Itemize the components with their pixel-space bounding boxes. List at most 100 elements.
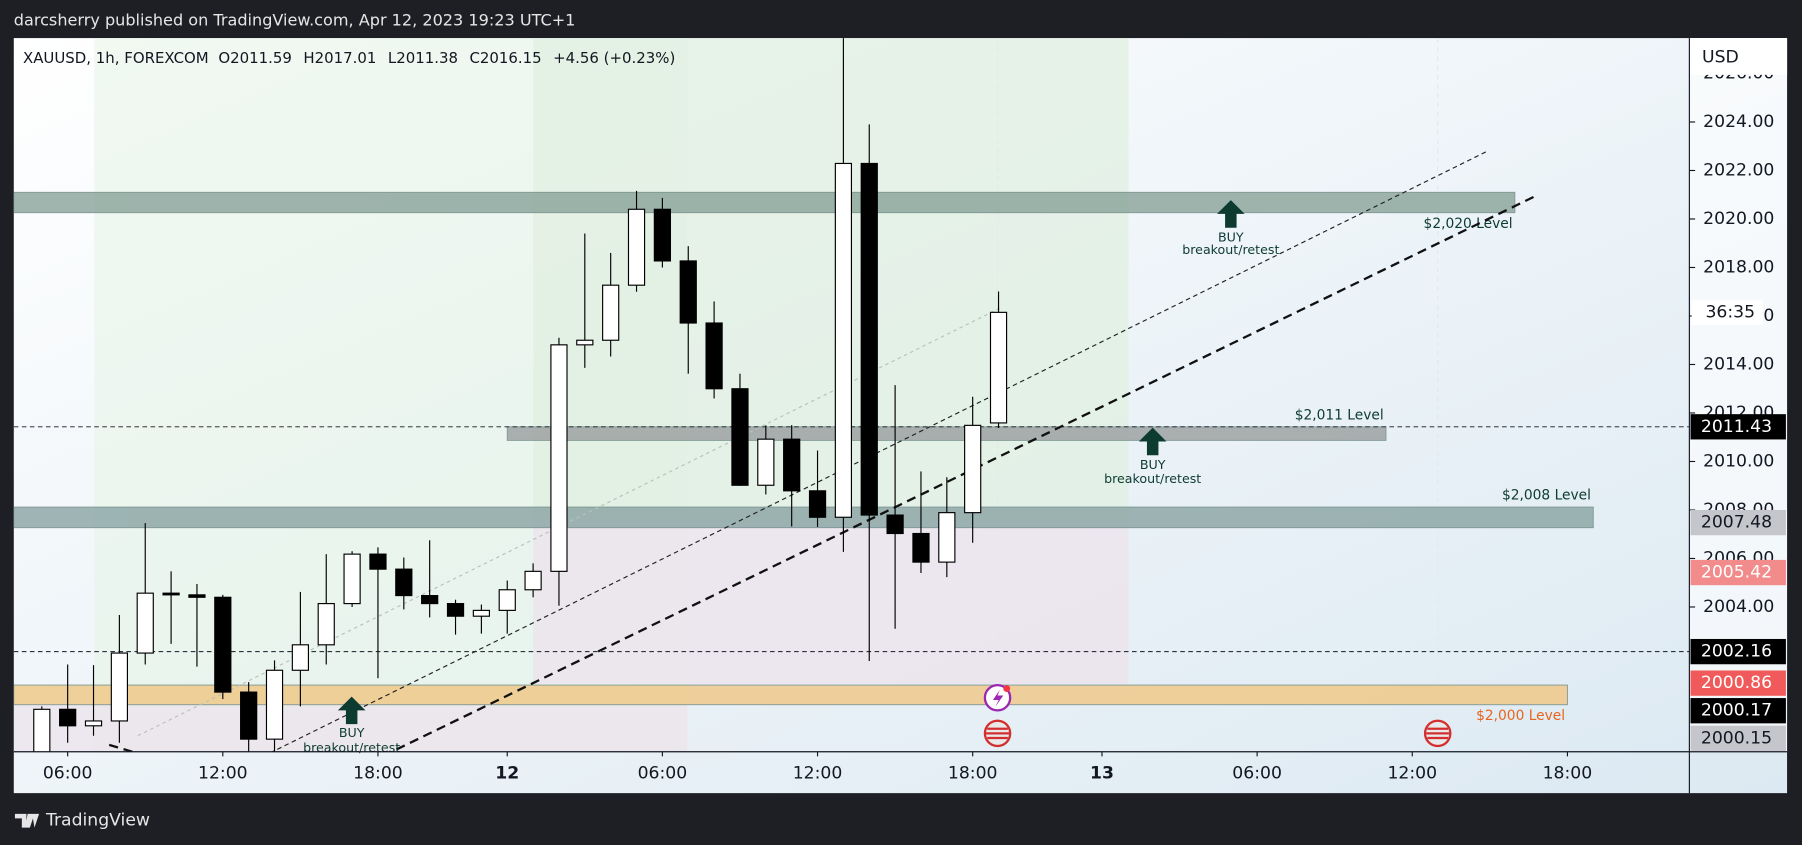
buy-text: breakout/retest [1104, 471, 1201, 486]
price-label: 2007.48 [1701, 513, 1772, 533]
price-label-box [1690, 698, 1786, 724]
ohlc-text: L2011.38 [388, 49, 458, 67]
brand-name: TradingView [45, 811, 150, 831]
candle-body [188, 594, 206, 598]
candle-body [343, 553, 361, 605]
event-icons[interactable] [983, 683, 1452, 748]
candle-body [808, 490, 827, 518]
candle-body [265, 669, 284, 740]
x-tick-label: 18:00 [353, 764, 403, 784]
level-label: $2,008 Level [1502, 488, 1591, 504]
y-tick-label: 2024.00 [1703, 112, 1774, 132]
price-label-box [1690, 670, 1786, 696]
buy-title: BUY [1140, 457, 1166, 472]
buy-title: BUY [1218, 230, 1244, 245]
ohlc-text: H2017.01 [303, 49, 376, 67]
y-tick-label: 2010.00 [1703, 451, 1774, 471]
backgrounds [13, 38, 1439, 752]
event-dot [1003, 685, 1011, 692]
candle-body [162, 592, 180, 596]
candle-body [59, 708, 77, 727]
candle-body [498, 589, 516, 611]
y-tick-label: 2022.00 [1703, 160, 1774, 180]
candle-body [136, 592, 154, 654]
candle-body [705, 322, 723, 390]
price-label-box [1690, 559, 1786, 586]
symbol-text: XAUUSD, 1h, FOREXCOM [23, 49, 209, 67]
price-label: 2000.17 [1701, 701, 1772, 721]
brand[interactable]: TradingView [14, 811, 150, 831]
candle-body [369, 553, 387, 570]
x-tick-label: 06:00 [638, 764, 688, 784]
candle-body [110, 652, 128, 722]
price-label-box [1690, 725, 1786, 751]
candle-body [33, 708, 51, 752]
event-icon-glyph [986, 727, 1010, 740]
countdown: 36:35 [1705, 302, 1755, 322]
candle-body [860, 162, 878, 516]
candle-body [395, 568, 413, 597]
zones: $2,020 Level $2,011 Level $2,008 Level $2,0… [13, 191, 1690, 724]
y-tick-label: 2018.00 [1703, 257, 1774, 277]
price-axis [1689, 38, 1788, 752]
buy-annotations: BUY breakout/retest BUY breakout/retest … [303, 200, 1279, 755]
x-tick-label: 18:00 [1543, 764, 1593, 784]
candle-body [576, 339, 594, 346]
candle-body [783, 438, 801, 492]
ohlc-text: +4.56 (+0.23%) [553, 49, 675, 67]
candle-body [964, 424, 982, 514]
x-tick-label: 12 [495, 764, 519, 784]
level-zone [13, 506, 1594, 529]
candle-body [834, 162, 853, 518]
candle-body [446, 603, 465, 617]
price-label: 2002.16 [1701, 642, 1772, 662]
currency-label: USD [1702, 48, 1739, 68]
y-tick-label: 2020.00 [1703, 209, 1774, 229]
candle-body [912, 532, 930, 563]
currency-box[interactable] [1689, 38, 1788, 75]
candle-body [291, 644, 310, 671]
buy-arrow [1138, 427, 1167, 456]
buy-arrow [1217, 200, 1245, 228]
candle-body [550, 344, 568, 572]
x-tick-label: 18:00 [948, 764, 998, 784]
candle-body [679, 260, 697, 324]
candle-body [731, 388, 749, 486]
candle-body [938, 512, 956, 563]
candle-body [317, 603, 335, 646]
candle-body [653, 208, 672, 262]
price-label-box [1690, 414, 1786, 440]
price-label: 2005.42 [1701, 563, 1772, 583]
event-icon-glyph [1426, 727, 1450, 740]
x-tick-label: 12:00 [793, 764, 843, 784]
x-tick-label: 13 [1090, 764, 1114, 784]
range-shade [533, 523, 1129, 684]
x-tick-label: 12:00 [198, 764, 248, 784]
y-tick-label: 2014.00 [1703, 354, 1774, 374]
candle-body [989, 311, 1008, 424]
trend-line [271, 150, 1489, 752]
x-tick-label: 06:00 [1232, 764, 1282, 784]
trend-line [108, 743, 137, 752]
buy-text: breakout/retest [1182, 242, 1279, 257]
price-label: 2011.43 [1701, 417, 1772, 437]
symbol-legend: XAUUSD, 1h, FOREXCOM O2011.59 H2017.01 L20… [23, 49, 675, 67]
price-label: 2000.15 [1701, 728, 1772, 748]
candle-body [757, 438, 775, 486]
buy-title: BUY [339, 725, 365, 740]
candle-body [472, 609, 491, 617]
level-zone [13, 684, 1568, 706]
y-tick-label: 2004.00 [1703, 597, 1774, 617]
candle-body [627, 208, 646, 286]
brand-logo [14, 813, 40, 828]
candle-body [214, 596, 232, 693]
price-label-box [1690, 638, 1786, 665]
candle-body [602, 284, 620, 341]
level-label: $2,011 Level [1295, 407, 1384, 423]
buy-text: breakout/retest [303, 740, 400, 755]
candle-body [421, 595, 439, 605]
level-zone [13, 191, 1516, 214]
candle-body [886, 514, 904, 535]
